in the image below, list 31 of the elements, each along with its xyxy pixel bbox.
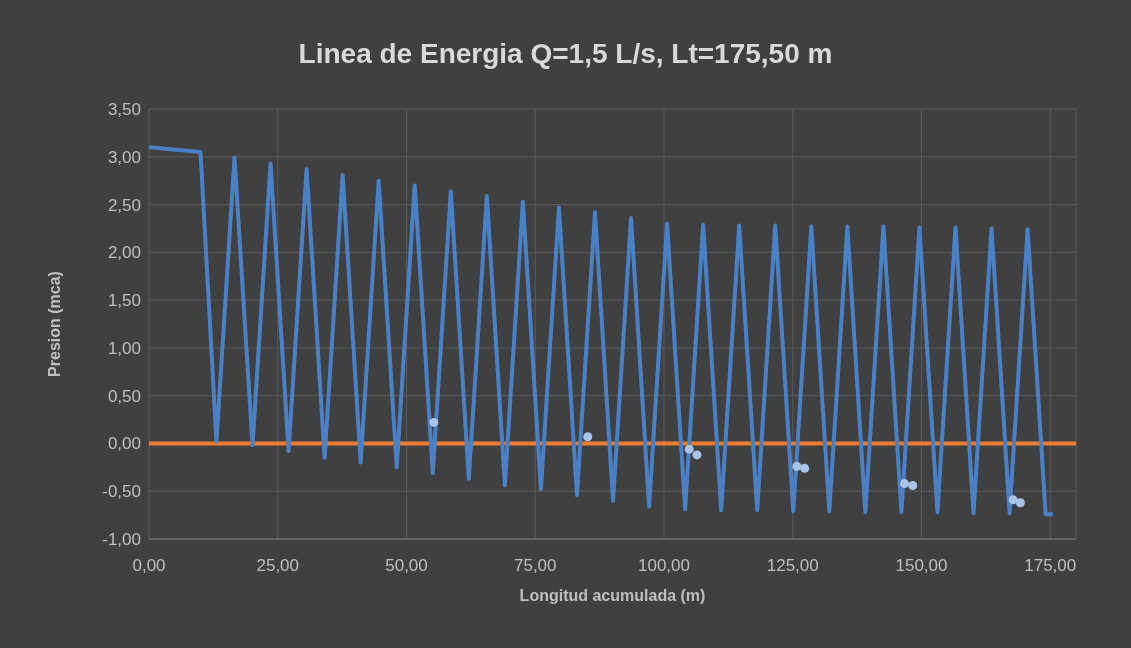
y-tick-label: 2,00 [107, 243, 141, 263]
point [692, 450, 702, 460]
x-tick-label: 175,00 [1024, 556, 1077, 576]
point [1015, 498, 1025, 508]
point [792, 461, 802, 471]
x-axis-title: Longitud acumulada (m) [519, 587, 706, 604]
y-tick-label: 1,00 [107, 338, 141, 358]
y-tick-label: 0,00 [107, 434, 141, 454]
x-tick-label: 0,00 [132, 556, 166, 576]
x-tick-label: 50,00 [385, 556, 428, 576]
point [899, 479, 910, 489]
point [429, 417, 439, 427]
point [684, 444, 694, 454]
x-tick-label: 125,00 [766, 556, 819, 576]
x-tick-label: 100,00 [638, 556, 690, 576]
line-series [149, 145, 1055, 517]
point [800, 463, 810, 473]
x-tick-label: 75,00 [513, 556, 557, 576]
y-tick-label: 1,50 [107, 291, 141, 311]
y-tick-label: -1,00 [102, 530, 141, 550]
chart-title: Linea de Energia Q=1,5 L/s, Lt=175,50 m [297, 38, 834, 70]
point [908, 480, 918, 490]
x-tick-label: 150,00 [895, 556, 948, 576]
y-tick-label: 3,00 [107, 147, 141, 167]
y-axis-title: Presion (mca) [45, 271, 63, 377]
y-tick-label: 2,50 [107, 195, 141, 215]
y-tick-label: 0,50 [107, 386, 141, 406]
y-tick-label: 3,50 [107, 100, 141, 120]
point [583, 432, 593, 442]
x-tick-label: 25,00 [256, 556, 300, 576]
y-tick-label: -0,50 [102, 482, 141, 502]
